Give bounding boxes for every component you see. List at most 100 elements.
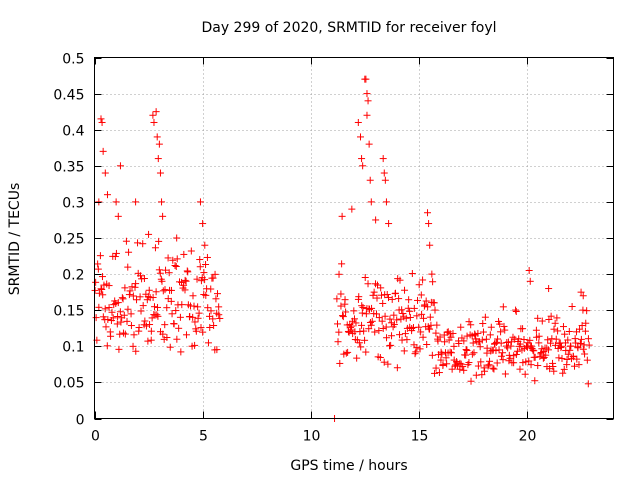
data-point bbox=[203, 253, 211, 261]
data-point bbox=[432, 364, 440, 372]
data-point bbox=[534, 362, 542, 370]
data-point bbox=[132, 198, 140, 206]
data-point bbox=[455, 339, 463, 347]
data-point bbox=[196, 256, 204, 264]
data-point bbox=[215, 311, 223, 319]
data-point bbox=[460, 366, 468, 374]
data-point bbox=[367, 321, 375, 329]
data-point bbox=[152, 108, 160, 116]
data-point bbox=[358, 309, 366, 317]
data-point bbox=[415, 281, 423, 289]
data-point bbox=[96, 252, 104, 260]
data-point bbox=[497, 352, 505, 360]
data-point bbox=[390, 311, 398, 319]
data-point bbox=[469, 339, 477, 347]
y-tick-label: 0.1 bbox=[62, 340, 84, 356]
data-point bbox=[134, 239, 142, 247]
y-tick-label: 0.2 bbox=[62, 268, 84, 284]
data-point bbox=[582, 319, 590, 327]
data-point bbox=[420, 314, 428, 322]
data-point bbox=[338, 260, 346, 268]
data-point bbox=[479, 328, 487, 336]
data-point bbox=[98, 273, 106, 281]
data-point bbox=[543, 344, 551, 352]
data-point bbox=[584, 335, 592, 343]
data-point bbox=[581, 350, 589, 358]
data-point bbox=[465, 318, 473, 326]
data-point bbox=[504, 344, 512, 352]
data-point bbox=[372, 216, 380, 224]
data-point bbox=[97, 115, 105, 123]
data-point bbox=[114, 212, 122, 220]
data-point bbox=[210, 322, 218, 330]
data-point bbox=[497, 339, 505, 347]
data-point bbox=[107, 332, 115, 340]
data-point bbox=[510, 359, 518, 367]
data-point bbox=[414, 296, 422, 304]
data-point bbox=[357, 343, 365, 351]
x-axis-title: GPS time / hours bbox=[290, 458, 407, 474]
data-point bbox=[413, 344, 421, 352]
data-point bbox=[366, 176, 374, 184]
data-point bbox=[344, 348, 352, 356]
data-point bbox=[116, 162, 124, 170]
data-point bbox=[165, 269, 173, 277]
data-point bbox=[379, 299, 387, 307]
data-point bbox=[375, 314, 383, 322]
data-point bbox=[419, 276, 427, 284]
data-point bbox=[474, 329, 482, 337]
data-point bbox=[209, 315, 217, 323]
data-point bbox=[191, 341, 199, 349]
data-point bbox=[379, 324, 387, 332]
data-point bbox=[446, 348, 454, 356]
data-point bbox=[135, 324, 143, 332]
data-point bbox=[382, 198, 390, 206]
data-point bbox=[127, 322, 135, 330]
data-point bbox=[145, 230, 153, 238]
data-point bbox=[342, 349, 350, 357]
data-point bbox=[472, 371, 480, 379]
data-point bbox=[400, 347, 408, 355]
data-point bbox=[173, 234, 181, 242]
data-point bbox=[193, 275, 201, 283]
data-point bbox=[495, 346, 503, 354]
data-point bbox=[419, 333, 427, 341]
data-point bbox=[172, 263, 180, 271]
data-point bbox=[499, 349, 507, 357]
data-point bbox=[167, 297, 175, 305]
data-point bbox=[189, 292, 197, 300]
data-point bbox=[190, 302, 198, 310]
x-tick-label: 20 bbox=[519, 429, 537, 445]
data-point bbox=[103, 191, 111, 199]
data-point bbox=[393, 364, 401, 372]
data-point bbox=[525, 357, 533, 365]
data-point bbox=[560, 365, 568, 373]
data-point bbox=[439, 361, 447, 369]
data-point bbox=[515, 335, 523, 343]
data-point bbox=[360, 327, 368, 335]
data-point bbox=[579, 292, 587, 300]
data-point bbox=[380, 169, 388, 177]
data-point bbox=[427, 321, 435, 329]
data-point bbox=[362, 310, 370, 318]
data-point bbox=[102, 323, 110, 331]
data-point bbox=[173, 335, 181, 343]
data-point bbox=[113, 320, 121, 328]
data-point bbox=[442, 354, 450, 362]
data-point bbox=[337, 302, 345, 310]
data-point bbox=[492, 347, 500, 355]
data-point bbox=[457, 323, 465, 331]
data-point bbox=[391, 289, 399, 297]
data-point bbox=[163, 333, 171, 341]
data-point bbox=[481, 367, 489, 375]
data-point bbox=[104, 315, 112, 323]
data-point bbox=[428, 351, 436, 359]
data-point bbox=[364, 280, 372, 288]
data-point bbox=[512, 350, 520, 358]
data-point bbox=[379, 155, 387, 163]
data-point bbox=[526, 336, 534, 344]
data-point bbox=[388, 332, 396, 340]
data-point bbox=[437, 356, 445, 364]
data-point bbox=[448, 349, 456, 357]
data-point bbox=[359, 303, 367, 311]
